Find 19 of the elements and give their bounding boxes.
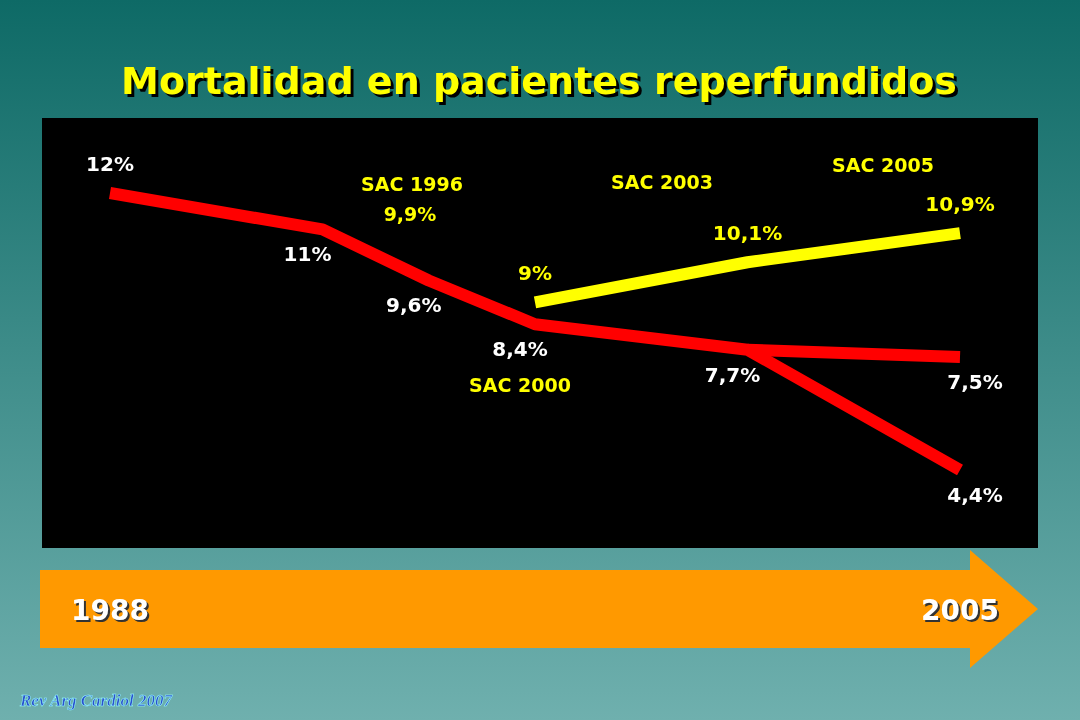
text: Rev Arg Cardiol 2007 — [19, 691, 174, 710]
data-label: 8,4% — [492, 337, 548, 362]
data-label: 10,9% — [925, 192, 995, 217]
annotation: SAC 1996 — [361, 173, 463, 195]
data-label: 12% — [86, 152, 134, 176]
chart-title: Mortalidad en pacientes reperfundidos — [124, 62, 960, 106]
data-label: 7,7% — [704, 362, 761, 387]
data-label: 9,6% — [386, 293, 442, 318]
data-label: 9% — [518, 261, 552, 286]
data-label: 10,1% — [712, 221, 783, 246]
annotation: SAC 2003 — [611, 171, 713, 193]
data-label: 7,5% — [947, 370, 1003, 395]
annotation: SAC 2000 — [469, 374, 571, 396]
x-tick-label: 2005 — [921, 594, 999, 627]
data-label: 11% — [283, 242, 332, 267]
annotation: 9,9% — [383, 203, 437, 225]
x-tick-label: 1988 — [71, 594, 149, 627]
data-label: 4,4% — [947, 483, 1003, 507]
text: SAC 2005 — [832, 154, 934, 176]
